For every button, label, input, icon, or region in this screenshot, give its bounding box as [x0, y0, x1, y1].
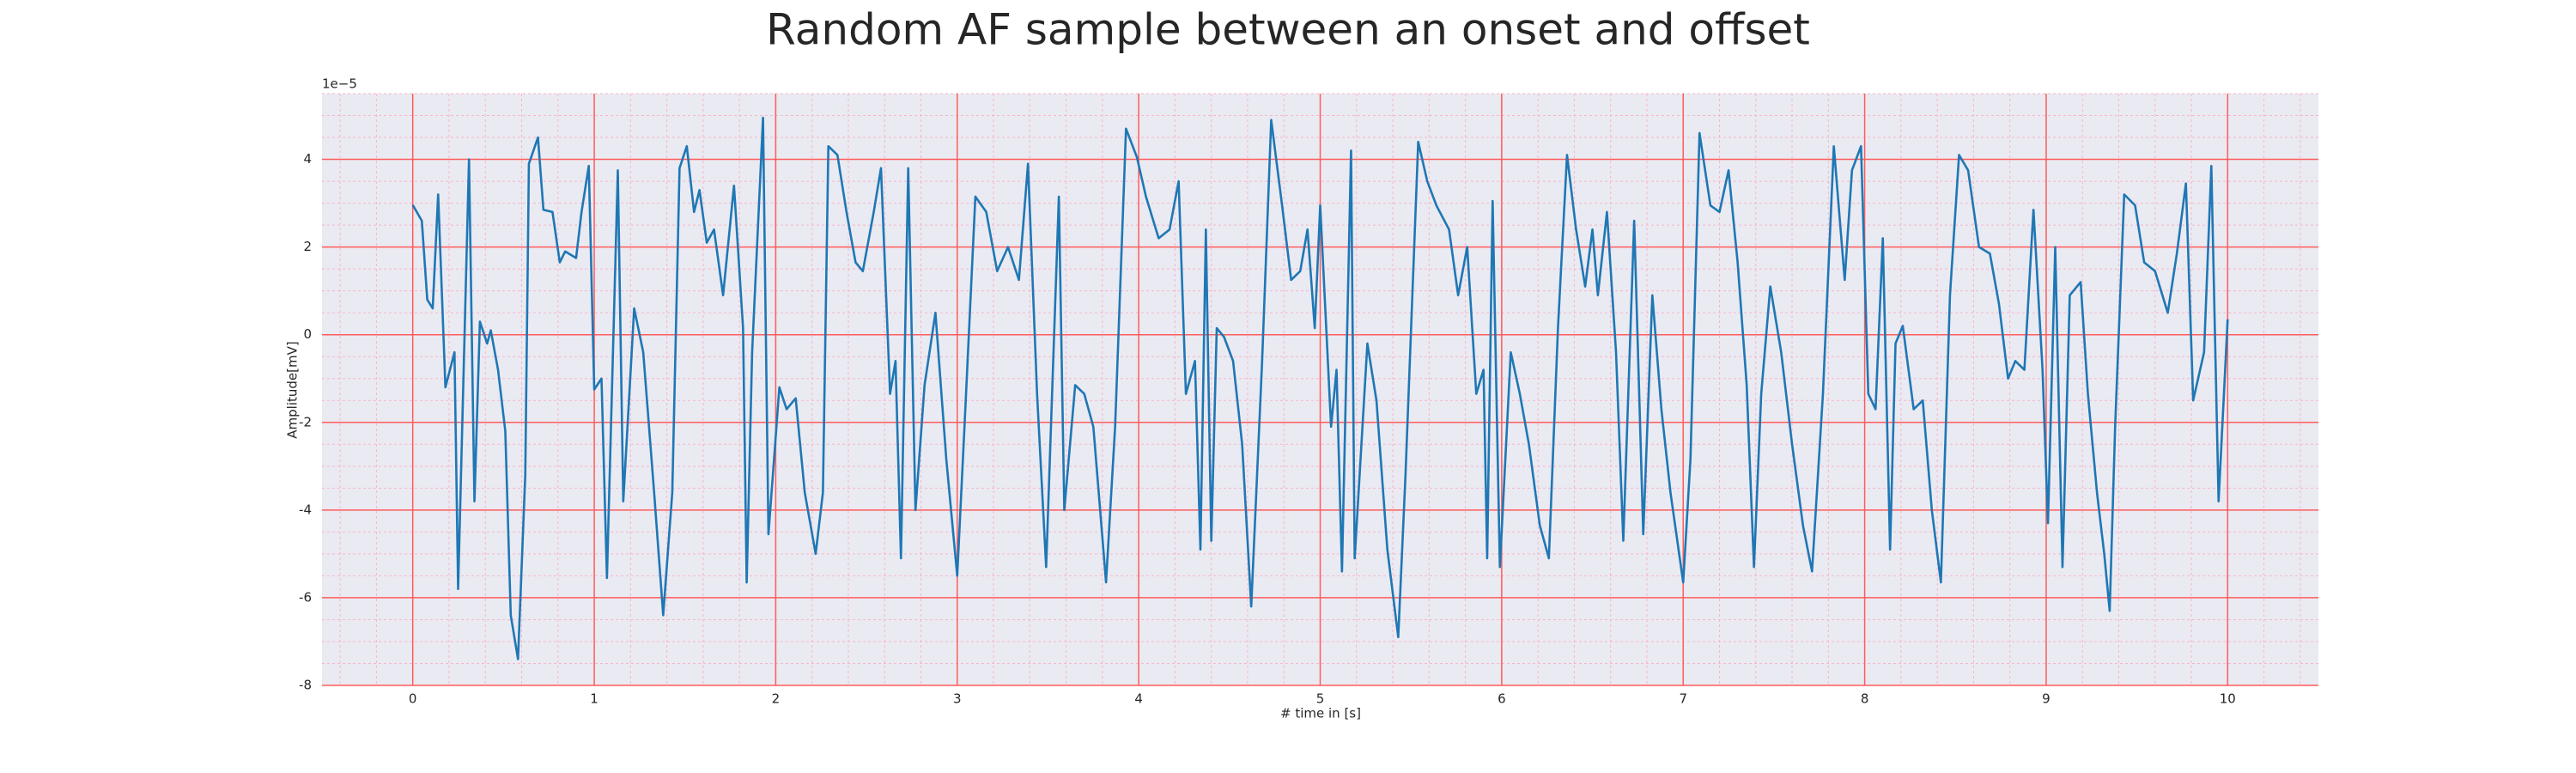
x-tick-label: 1	[590, 691, 598, 707]
x-tick-label: 9	[2042, 691, 2050, 707]
x-axis-label: # time in [s]	[1280, 706, 1361, 721]
x-tick-label: 5	[1316, 691, 1325, 707]
y-tick-label: -4	[299, 502, 312, 517]
x-tick-label: 8	[1861, 691, 1869, 707]
x-tick-label: 0	[409, 691, 417, 707]
y-tick-label: -6	[299, 589, 312, 605]
y-tick-label: 2	[303, 239, 312, 254]
x-tick-label: 4	[1134, 691, 1143, 707]
y-tick-label: 0	[303, 326, 312, 342]
signal-line	[411, 116, 2229, 660]
x-tick-label: 7	[1679, 691, 1687, 707]
x-tick-label: 2	[772, 691, 781, 707]
y-tick-label: -8	[299, 678, 312, 693]
x-tick-label: 6	[1498, 691, 1506, 707]
chart-title: Random AF sample between an onset and of…	[766, 5, 1810, 55]
offset-label: 1e−5	[322, 76, 357, 92]
y-tick-label: 4	[303, 151, 312, 167]
y-tick-label: -2	[299, 414, 312, 429]
x-tick-label: 10	[2220, 691, 2236, 707]
x-tick-label: 3	[953, 691, 962, 707]
y-axis-label: Amplitude[mV]	[285, 341, 301, 438]
